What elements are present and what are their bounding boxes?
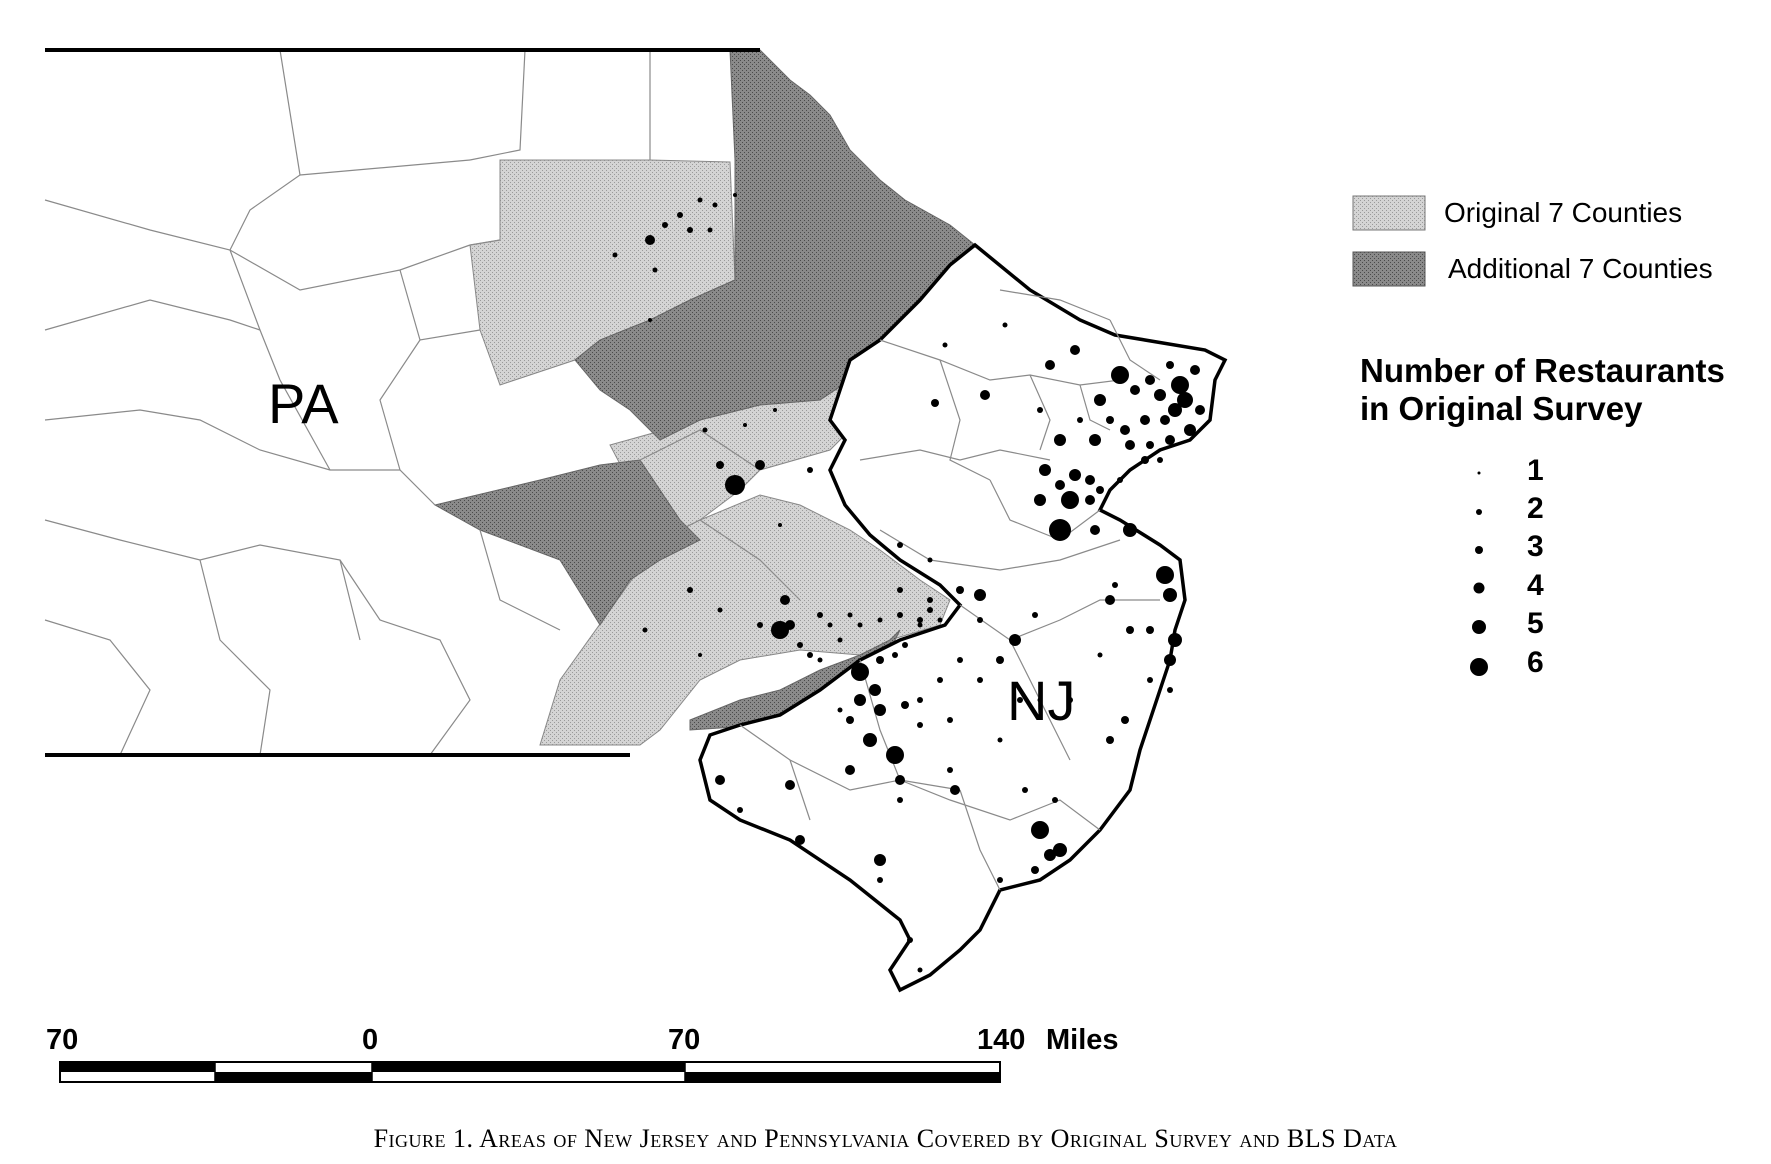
legend-title-line2: in Original Survey: [1360, 390, 1643, 427]
figure-caption: Figure 1. Areas of New Jersey and Pennsy…: [373, 1124, 1398, 1153]
legend-size-6: 6: [1527, 646, 1544, 679]
legend: Original 7 Counties Additional 7 Countie…: [1352, 195, 1725, 679]
pa-label: PA: [268, 372, 339, 435]
legend-dot-4: [1473, 582, 1485, 594]
scale-label-0: 0: [362, 1024, 378, 1056]
scale-unit: Miles: [1046, 1024, 1119, 1056]
legend-title-line1: Number of Restaurants: [1360, 352, 1725, 389]
legend-size-2: 2: [1527, 492, 1544, 525]
legend-swatch-additional: [1352, 251, 1426, 287]
legend-dot-5: [1472, 620, 1486, 634]
scale-label-left-70: 70: [46, 1024, 78, 1056]
legend-size-4: 4: [1527, 569, 1544, 602]
legend-dot-6: [1470, 658, 1488, 676]
legend-size-1: 1: [1527, 454, 1544, 487]
scale-label-70: 70: [668, 1024, 700, 1056]
legend-dot-1: [1477, 471, 1481, 475]
pennsylvania-border: [45, 48, 760, 757]
legend-size-3: 3: [1527, 530, 1544, 563]
legend-swatch-original: [1352, 195, 1426, 231]
legend-label-additional: Additional 7 Counties: [1448, 253, 1713, 284]
nj-county-lines: [739, 289, 1161, 891]
scale-bar: 70 0 70 140 Miles: [46, 1024, 1119, 1083]
scale-label-140: 140: [977, 1024, 1025, 1056]
legend-label-original: Original 7 Counties: [1444, 197, 1682, 228]
legend-dot-3: [1475, 546, 1483, 554]
additional-county-region-west: [433, 459, 701, 626]
restaurant-dots: [612, 193, 1205, 973]
nj-label: NJ: [1007, 669, 1075, 732]
legend-size-5: 5: [1527, 607, 1544, 640]
legend-dot-2: [1476, 509, 1482, 515]
pa-county-lines: [44, 49, 801, 756]
new-jersey-area: [698, 242, 1228, 993]
